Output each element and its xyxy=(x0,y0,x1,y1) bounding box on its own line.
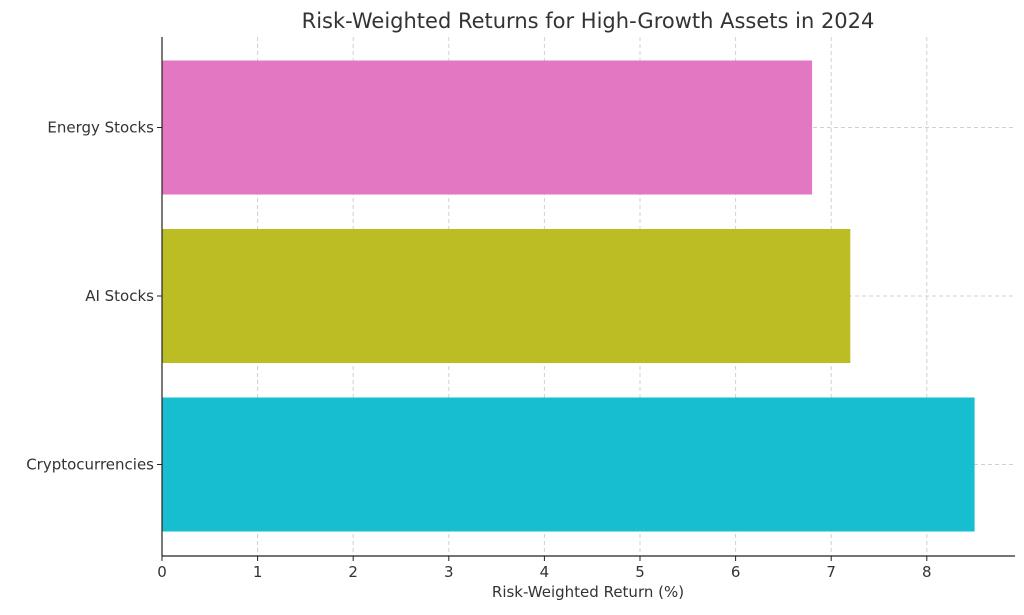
y-tick-label: AI Stocks xyxy=(85,287,154,305)
x-tick-label: 1 xyxy=(253,563,263,581)
x-axis-label: Risk-Weighted Return (%) xyxy=(492,583,684,601)
x-tick-label: 0 xyxy=(157,563,167,581)
x-tick-label: 5 xyxy=(635,563,645,581)
x-tick-label: 4 xyxy=(540,563,550,581)
y-tick-label: Cryptocurrencies xyxy=(26,456,154,474)
bar-ai-stocks xyxy=(162,229,851,363)
y-tick-label: Energy Stocks xyxy=(47,119,154,137)
x-tick-label: 7 xyxy=(826,563,836,581)
x-ticks-layer: 0 1 2 3 4 5 6 7 8 xyxy=(157,556,932,581)
y-ticks-layer: Cryptocurrencies AI Stocks Energy Stocks xyxy=(26,119,162,474)
bars-layer xyxy=(162,60,975,532)
chart-title: Risk-Weighted Returns for High-Growth As… xyxy=(302,9,875,33)
x-tick-label: 3 xyxy=(444,563,454,581)
x-tick-label: 8 xyxy=(922,563,932,581)
x-tick-label: 6 xyxy=(731,563,741,581)
bar-energy-stocks xyxy=(162,60,813,195)
bar-cryptocurrencies xyxy=(162,397,975,532)
x-tick-label: 2 xyxy=(348,563,358,581)
